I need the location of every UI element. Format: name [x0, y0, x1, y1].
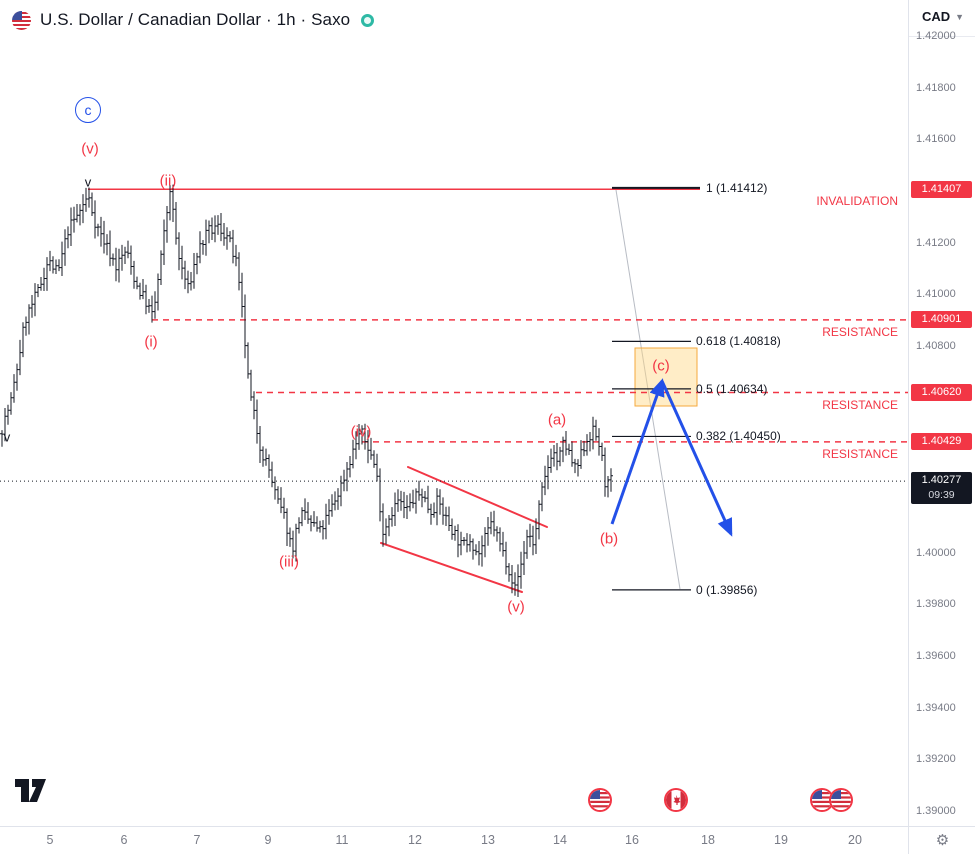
price-axis-tick: 1.42000: [916, 30, 956, 42]
us-flag-event-icon[interactable]: [812, 790, 832, 810]
time-axis-tick: 11: [335, 833, 349, 847]
us-flag-event-icon[interactable]: [590, 790, 610, 810]
tradingview-logo[interactable]: [15, 779, 46, 807]
currency-dropdown-label: CAD: [922, 9, 951, 24]
market-status-dot-icon[interactable]: [361, 13, 375, 27]
alert-price-tag: 1.40429: [911, 433, 972, 451]
time-axis-tick: 6: [120, 833, 128, 847]
price-axis-tick: 1.39000: [916, 805, 956, 817]
price-axis-tick: 1.39200: [916, 753, 956, 766]
projection-arrow[interactable]: [610, 378, 665, 525]
time-axis-tick: 5: [46, 833, 54, 847]
ohlc-bars: [0, 184, 613, 597]
price-axis-tick: 1.40800: [916, 340, 956, 352]
alert-price-tag: 1.40620: [911, 384, 972, 401]
price-axis-tick: 1.39800: [916, 598, 956, 611]
time-axis-tick: 20: [848, 833, 862, 847]
time-axis-corner: ⚙: [908, 827, 975, 854]
wave-channel-line[interactable]: [380, 542, 523, 593]
price-axis-separator: [909, 36, 975, 37]
price-axis-tick: 1.41800: [916, 81, 956, 94]
bar-countdown: 09:39: [928, 489, 955, 502]
time-axis-tick: 12: [408, 833, 422, 847]
time-axis-tick: 7: [193, 833, 201, 847]
symbol-title[interactable]: U.S. Dollar / Canadian Dollar · 1h · Sax…: [40, 10, 351, 29]
last-price-tag: 1.40277 09:39: [911, 472, 972, 505]
alert-price-tag: 1.40901: [911, 311, 972, 329]
time-axis-tick: 16: [625, 833, 639, 847]
price-axis-tick: 1.39600: [916, 650, 956, 662]
projection-arrow[interactable]: [660, 380, 733, 537]
time-axis-tick: 13: [481, 833, 495, 847]
currency-dropdown[interactable]: CAD ▼: [918, 7, 969, 26]
us-flag-event-icon[interactable]: [831, 790, 851, 810]
time-axis-tick: 14: [553, 833, 567, 847]
price-axis[interactable]: CAD ▼ 1.42000 1.41800 1.41600 1.41200 1.4100…: [908, 0, 975, 826]
time-axis-tick: 9: [264, 833, 272, 847]
target-zone-box[interactable]: [634, 347, 698, 407]
us-flag-icon: [12, 10, 31, 30]
chevron-down-icon: ▼: [955, 11, 965, 22]
chart-header: U.S. Dollar / Canadian Dollar · 1h · Sax…: [0, 0, 375, 40]
fib-diagonal-line[interactable]: [615, 189, 681, 590]
time-axis-tick: 18: [701, 833, 715, 847]
price-axis-tick: 1.39400: [916, 701, 956, 714]
time-axis-tick: 19: [774, 833, 788, 847]
alert-price-tag: 1.41407: [911, 180, 972, 198]
price-axis-tick: 1.41600: [916, 133, 956, 146]
wave-channel-line[interactable]: [407, 466, 548, 528]
time-axis[interactable]: 5 6 7 9 11 12 13 14 16 18 19 20 ⚙: [0, 826, 975, 854]
gear-icon[interactable]: ⚙: [935, 832, 950, 849]
price-axis-tick: 1.41000: [916, 288, 956, 301]
price-axis-tick: 1.40000: [916, 546, 956, 559]
ca-flag-event-icon[interactable]: [666, 790, 686, 810]
price-axis-tick: 1.41200: [916, 236, 956, 249]
chart-canvas[interactable]: [0, 0, 908, 826]
